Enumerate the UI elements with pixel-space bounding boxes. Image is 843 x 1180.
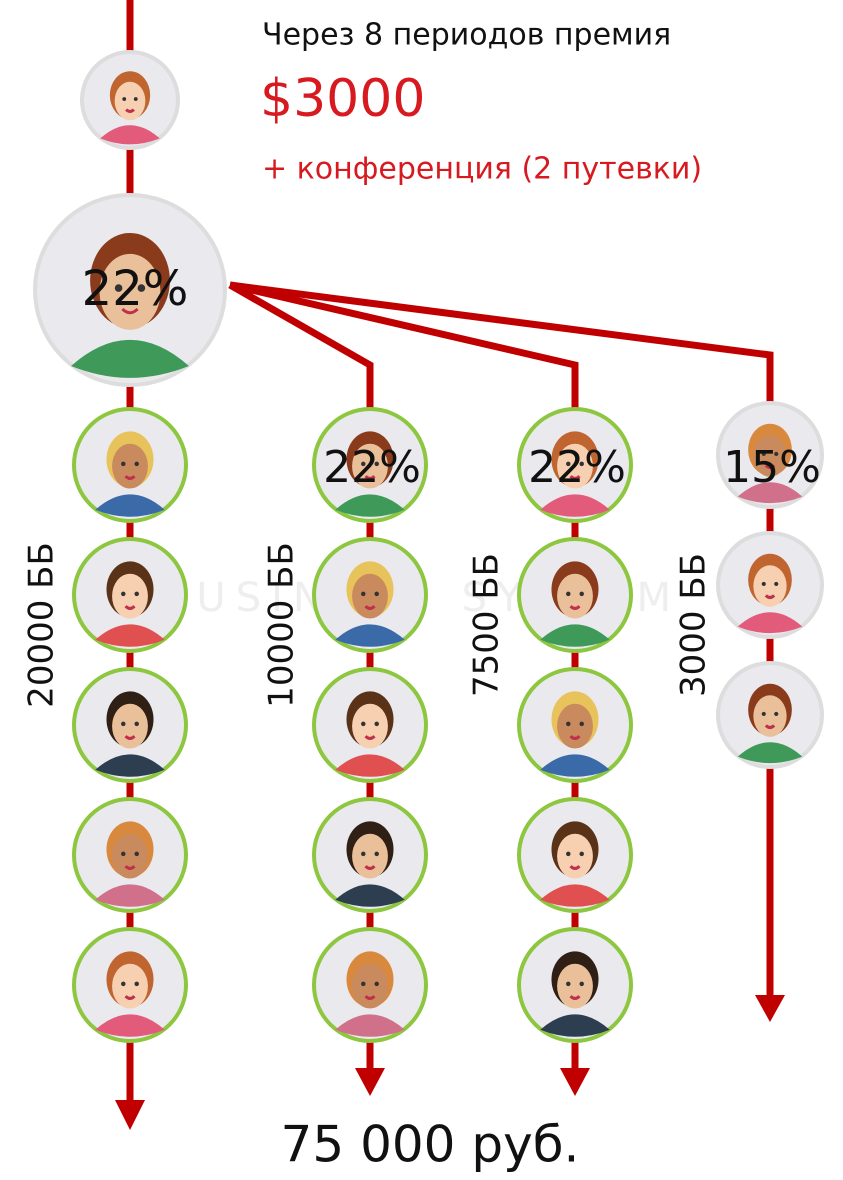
avatar-face xyxy=(115,82,146,120)
avatar xyxy=(519,669,631,781)
avatar xyxy=(314,929,426,1041)
avatar xyxy=(314,669,426,781)
branch-volume: 3000 ББ xyxy=(674,553,714,697)
avatar-eye xyxy=(579,852,583,856)
branch-percent: 15% xyxy=(723,442,821,493)
avatar xyxy=(74,669,186,781)
avatar xyxy=(519,929,631,1041)
avatar-face xyxy=(557,964,593,1009)
avatar-eye xyxy=(121,462,125,466)
avatar-eye xyxy=(774,712,778,716)
avatar-eye xyxy=(121,722,125,726)
arrowheads xyxy=(115,995,785,1130)
avatar-face xyxy=(557,834,593,879)
avatar-eye xyxy=(361,722,365,726)
branch-percent: 22% xyxy=(528,442,626,493)
avatar-eye xyxy=(566,852,570,856)
branch-volume: 7500 ББ xyxy=(467,553,507,697)
avatar-eye xyxy=(122,97,126,101)
avatar-face xyxy=(112,574,148,619)
root-percent: 22% xyxy=(82,261,189,317)
branch-volume: 10000 ББ xyxy=(262,542,302,708)
avatar-eye xyxy=(579,592,583,596)
branch-volume: 20000 ББ xyxy=(22,542,62,708)
avatar-eye xyxy=(579,722,583,726)
avatar-eye xyxy=(134,982,138,986)
avatar-eye xyxy=(762,582,766,586)
avatar xyxy=(718,533,822,637)
avatar-eye xyxy=(361,592,365,596)
avatar xyxy=(519,539,631,651)
avatar-face xyxy=(112,964,148,1009)
avatar xyxy=(314,799,426,911)
avatar xyxy=(74,409,186,521)
avatar xyxy=(74,929,186,1041)
avatar-eye xyxy=(134,462,138,466)
avatar-face xyxy=(352,704,388,749)
avatar xyxy=(74,539,186,651)
avatar-eye xyxy=(579,982,583,986)
avatar-eye xyxy=(374,722,378,726)
avatar-eye xyxy=(134,722,138,726)
avatar-eye xyxy=(134,852,138,856)
avatar xyxy=(519,799,631,911)
bonus-extra: + конференция (2 путевки) xyxy=(262,152,702,187)
avatar-eye xyxy=(374,592,378,596)
avatar-face xyxy=(112,444,148,489)
avatar-eye xyxy=(774,582,778,586)
avatar xyxy=(314,539,426,651)
avatar-face xyxy=(557,704,593,749)
avatar-face xyxy=(753,565,786,607)
avatar xyxy=(74,799,186,911)
diagram: BUSINESS SYSTEM Через 8 периодов премия … xyxy=(0,0,843,1180)
avatar-eye xyxy=(134,97,138,101)
avatar-eye xyxy=(374,982,378,986)
avatar-eye xyxy=(121,852,125,856)
avatar-face xyxy=(112,704,148,749)
avatar-face xyxy=(753,695,786,737)
avatar-eye xyxy=(762,712,766,716)
bonus: $3000 xyxy=(260,69,425,129)
branch-percent: 22% xyxy=(323,442,421,493)
avatar-eye xyxy=(134,592,138,596)
avatar-eye xyxy=(361,982,365,986)
avatar-eye xyxy=(566,592,570,596)
avatar-eye xyxy=(121,592,125,596)
avatar-face xyxy=(352,964,388,1009)
avatar-eye xyxy=(361,852,365,856)
avatar-eye xyxy=(374,852,378,856)
avatar-eye xyxy=(121,982,125,986)
avatar-eye xyxy=(566,982,570,986)
avatar xyxy=(718,663,822,767)
total: 75 000 руб. xyxy=(281,1116,580,1174)
header-line: Через 8 периодов премия xyxy=(262,18,671,53)
avatar-eye xyxy=(566,722,570,726)
avatar-face xyxy=(352,574,388,619)
avatars xyxy=(35,52,822,1041)
avatar-face xyxy=(112,834,148,879)
avatar xyxy=(82,52,178,148)
avatar-face xyxy=(352,834,388,879)
avatar-face xyxy=(557,574,593,619)
